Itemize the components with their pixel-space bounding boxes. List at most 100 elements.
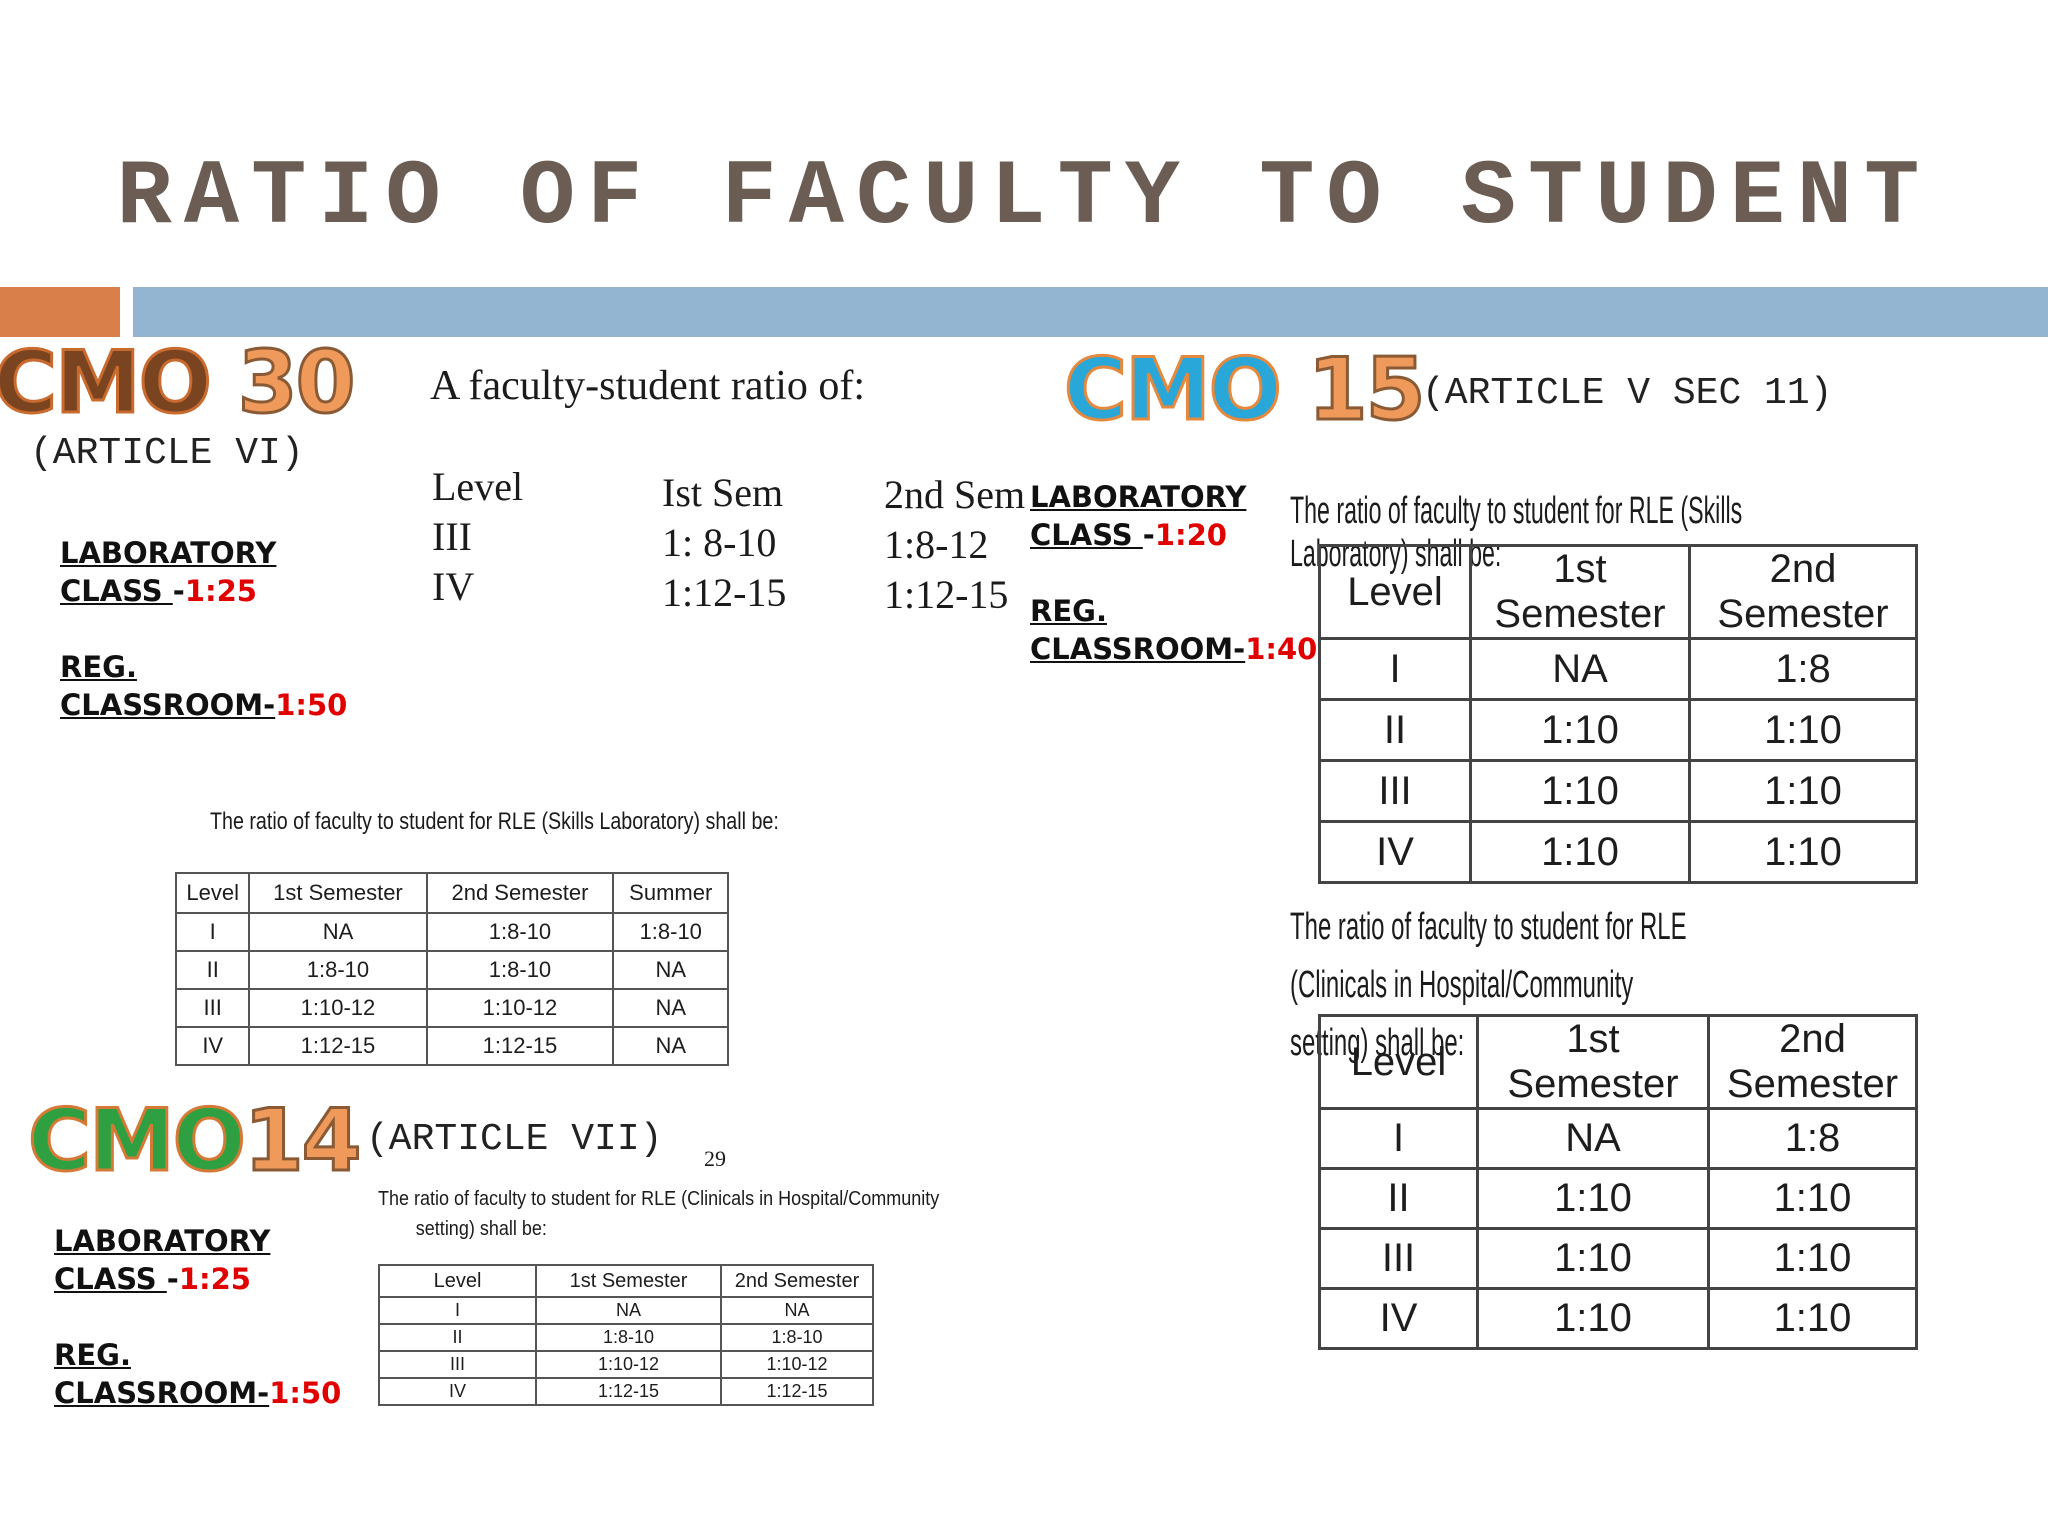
cmo14-reg-ratio: 1:50 bbox=[269, 1376, 342, 1410]
cmo14-caption: The ratio of faculty to student for RLE … bbox=[378, 1184, 939, 1244]
table-cell: II bbox=[174, 950, 251, 990]
table-header-cell: 2nd Semester bbox=[1688, 544, 1918, 640]
table-row: IV 1:10 1:10 bbox=[1318, 1287, 1918, 1350]
table-header-cell: 1st Semester bbox=[1476, 1014, 1710, 1110]
cmo14-article: (ARTICLE VII) bbox=[366, 1118, 663, 1161]
table-row: II 1:8-10 1:8-10 bbox=[378, 1323, 874, 1352]
table-row: I NA 1:8 bbox=[1318, 1107, 1918, 1170]
slide-title: RATIO OF FACULTY TO STUDENT bbox=[116, 145, 1932, 250]
cmo30-scan-sem1-4: 1:12-15 bbox=[662, 570, 787, 615]
table-header-cell: Level bbox=[378, 1264, 537, 1298]
table-cell: NA bbox=[535, 1296, 722, 1325]
cmo30-scan-intro: A faculty-student ratio of: bbox=[430, 363, 866, 409]
table-cell: 1:8-10 bbox=[425, 912, 615, 952]
table-header-cell: Summer bbox=[612, 872, 729, 914]
table-header-cell: 1st Semester bbox=[535, 1264, 722, 1298]
table-cell: 1:8-10 bbox=[535, 1323, 722, 1352]
table-row: II 1:8-10 1:8-10 NA bbox=[174, 950, 729, 990]
cmo30-scan-header-sem1: Ist Sem bbox=[662, 470, 784, 515]
cmo30-lab-line1: LABORATORY bbox=[60, 536, 277, 570]
cmo15-clinical-caption-line1: The ratio of faculty to student for RLE … bbox=[1290, 906, 1687, 1006]
cmo14-heading: CMO14 bbox=[27, 1097, 363, 1186]
cmo30-scan-header-level: Level bbox=[432, 464, 524, 509]
cmo30-scan-level-4: IV bbox=[432, 564, 475, 609]
table-cell: IV bbox=[1318, 1287, 1479, 1350]
cmo15-reg-line2: CLASSROOM- bbox=[1030, 632, 1246, 666]
cmo30-scan-sem2-3: 1:8-12 bbox=[884, 522, 989, 567]
table-cell: 1:12-15 bbox=[248, 1026, 428, 1066]
cmo30-scan-col-sem1: Ist Sem 1: 8-10 1:12-15 bbox=[662, 468, 786, 618]
table-cell: 1:12-15 bbox=[535, 1377, 722, 1406]
cmo15-number: 15 bbox=[1306, 340, 1427, 440]
table-cell: NA bbox=[612, 988, 729, 1028]
table-cell: I bbox=[378, 1296, 537, 1325]
table-cell: 1:8-10 bbox=[612, 912, 729, 952]
table-cell: NA bbox=[612, 1026, 729, 1066]
accent-bar-orange bbox=[0, 287, 120, 337]
table-cell: II bbox=[378, 1323, 537, 1352]
table-row: II 1:10 1:10 bbox=[1318, 1167, 1918, 1230]
table-row: III 1:10-12 1:10-12 NA bbox=[174, 988, 729, 1028]
table-row: IV 1:10 1:10 bbox=[1318, 820, 1918, 884]
cmo30-reg-line1: REG. bbox=[60, 650, 137, 684]
table-cell: 1:10-12 bbox=[535, 1350, 722, 1379]
cmo15-lab-ratio: 1:20 bbox=[1154, 518, 1227, 552]
table-cell: NA bbox=[612, 950, 729, 990]
table-header-row: Level 1st Semester 2nd Semester bbox=[1318, 1014, 1918, 1110]
table-row: II 1:10 1:10 bbox=[1318, 698, 1918, 762]
table-cell: 1:10-12 bbox=[720, 1350, 874, 1379]
cmo14-lab-line2: CLASS bbox=[54, 1262, 167, 1296]
cmo15-reg-ratio: 1:40 bbox=[1245, 632, 1318, 666]
table-header-row: Level 1st Semester 2nd Semester Summer bbox=[174, 872, 729, 914]
cmo14-reg-line2: CLASSROOM- bbox=[54, 1376, 270, 1410]
table-header-cell: Level bbox=[1318, 1014, 1479, 1110]
table-cell: IV bbox=[1318, 820, 1472, 884]
table-header-cell: 1st Semester bbox=[248, 872, 428, 914]
cmo14-caption-line1: The ratio of faculty to student for RLE … bbox=[378, 1188, 940, 1210]
cmo30-heading: CMO 30 bbox=[0, 339, 357, 428]
table-row: I NA 1:8-10 1:8-10 bbox=[174, 912, 729, 952]
table-cell: 1:10 bbox=[1476, 1227, 1710, 1290]
cmo15-notes: LABORATORY CLASS -1:20 REG. CLASSROOM-1:… bbox=[1030, 478, 1317, 668]
cmo15-clinical-table: Level 1st Semester 2nd Semester I NA 1:8… bbox=[1318, 1014, 1918, 1350]
cmo30-number: 30 bbox=[236, 333, 357, 433]
table-cell: I bbox=[1318, 1107, 1479, 1170]
table-cell: 1:10 bbox=[1707, 1287, 1918, 1350]
cmo30-lab-sep: - bbox=[172, 574, 185, 608]
cmo15-lab-sep: - bbox=[1142, 518, 1155, 552]
cmo14-caption-line2: setting) shall be: bbox=[415, 1218, 547, 1240]
table-cell: 1:12-15 bbox=[425, 1026, 615, 1066]
cmo15-article: (ARTICLE V SEC 11) bbox=[1422, 372, 1833, 415]
table-header-cell: 2nd Semester bbox=[425, 872, 615, 914]
cmo30-reg-ratio: 1:50 bbox=[275, 688, 348, 722]
table-cell: 1:10 bbox=[1476, 1287, 1710, 1350]
table-row: I NA NA bbox=[378, 1296, 874, 1325]
table-header-row: Level 1st Semester 2nd Semester bbox=[378, 1264, 874, 1298]
table-cell: I bbox=[174, 912, 251, 952]
cmo14-label: CMO bbox=[27, 1091, 248, 1191]
table-cell: 1:10 bbox=[1469, 698, 1691, 762]
cmo30-scan-sem2-4: 1:12-15 bbox=[884, 572, 1009, 617]
cmo14-lab-ratio: 1:25 bbox=[178, 1262, 251, 1296]
table-header-cell: Level bbox=[174, 872, 251, 914]
table-cell: III bbox=[1318, 759, 1472, 823]
table-header-row: Level 1st Semester 2nd Semester bbox=[1318, 544, 1918, 640]
table-cell: 1:8-10 bbox=[248, 950, 428, 990]
table-cell: 1:8-10 bbox=[425, 950, 615, 990]
cmo15-label: CMO bbox=[1063, 340, 1308, 440]
table-cell: 1:12-15 bbox=[720, 1377, 874, 1406]
cmo15-reg-line1: REG. bbox=[1030, 594, 1107, 628]
cmo30-scan-level-3: III bbox=[432, 514, 472, 559]
table-cell: 1:8-10 bbox=[720, 1323, 874, 1352]
table-row: IV 1:12-15 1:12-15 NA bbox=[174, 1026, 729, 1066]
table-cell: NA bbox=[1476, 1107, 1710, 1170]
table-row: III 1:10 1:10 bbox=[1318, 1227, 1918, 1290]
cmo30-reg-line2: CLASSROOM- bbox=[60, 688, 276, 722]
table-row: I NA 1:8 bbox=[1318, 637, 1918, 701]
table-cell: III bbox=[174, 988, 251, 1028]
cmo14-notes: LABORATORY CLASS -1:25 REG. CLASSROOM-1:… bbox=[54, 1222, 341, 1412]
table-cell: 1:10 bbox=[1688, 820, 1918, 884]
table-cell: 1:8 bbox=[1688, 637, 1918, 701]
table-row: III 1:10-12 1:10-12 bbox=[378, 1350, 874, 1379]
table-cell: 1:10 bbox=[1469, 820, 1691, 884]
